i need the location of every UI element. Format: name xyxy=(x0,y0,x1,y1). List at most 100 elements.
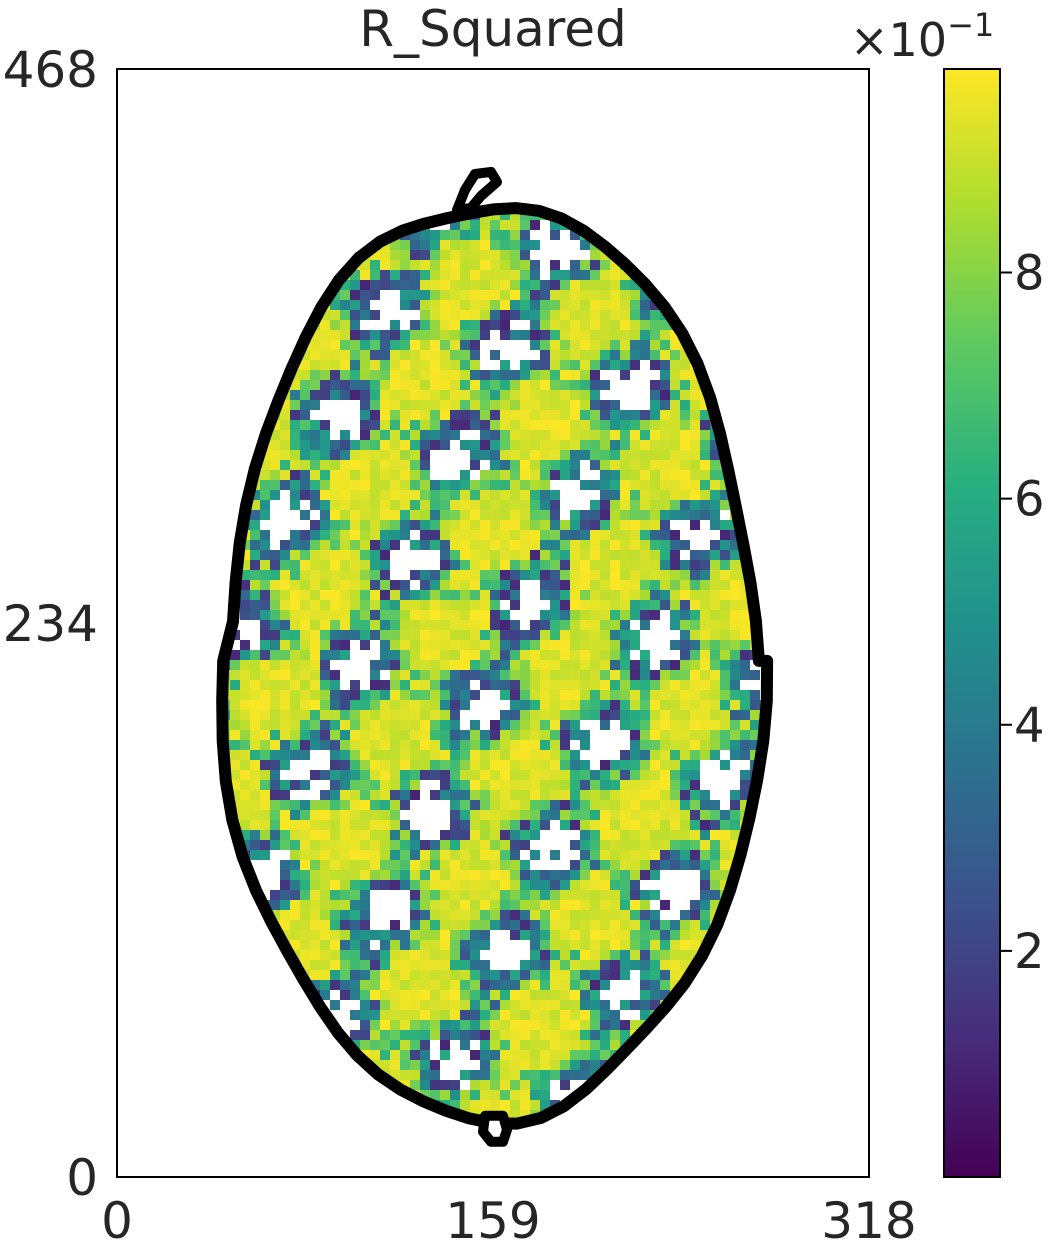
heatmap-cell xyxy=(720,870,730,880)
heatmap-cell xyxy=(500,1000,510,1010)
heatmap-cell xyxy=(490,800,500,810)
heatmap-cell xyxy=(630,430,640,440)
heatmap-cell xyxy=(490,730,500,740)
heatmap-cell xyxy=(470,450,480,460)
heatmap-cell xyxy=(520,830,530,840)
heatmap-cell xyxy=(630,730,640,740)
heatmap-cell xyxy=(260,840,270,850)
heatmap-cell xyxy=(350,940,360,950)
heatmap-cell xyxy=(610,340,620,350)
heatmap-cell xyxy=(590,250,600,260)
heatmap-cell xyxy=(440,1090,450,1100)
heatmap-cell xyxy=(590,980,600,990)
heatmap-cell xyxy=(600,260,610,270)
heatmap-cell xyxy=(300,890,310,900)
heatmap-cell xyxy=(690,770,700,780)
heatmap-cell xyxy=(430,1010,440,1020)
heatmap-cell xyxy=(350,610,360,620)
heatmap-cell xyxy=(590,600,600,610)
heatmap-cell xyxy=(490,590,500,600)
heatmap-cell xyxy=(360,960,370,970)
heatmap-cell xyxy=(710,740,720,750)
heatmap-cell xyxy=(560,720,570,730)
heatmap-cell xyxy=(320,700,330,710)
heatmap-cell xyxy=(350,350,360,360)
heatmap-cell xyxy=(440,570,450,580)
heatmap-cell xyxy=(430,840,440,850)
heatmap-cell xyxy=(450,1090,460,1100)
heatmap-cell xyxy=(650,890,660,900)
heatmap-cell xyxy=(610,350,620,360)
heatmap-cell xyxy=(310,980,320,990)
heatmap-cell xyxy=(330,340,340,350)
x-tick-label: 318 xyxy=(821,1192,916,1250)
heatmap-cell xyxy=(620,890,630,900)
heatmap-cell xyxy=(350,460,360,470)
heatmap-cell xyxy=(470,410,480,420)
heatmap-cell xyxy=(420,400,430,410)
heatmap-cell xyxy=(350,740,360,750)
heatmap-cell xyxy=(350,530,360,540)
heatmap-cell xyxy=(620,440,630,450)
heatmap-cell xyxy=(640,310,650,320)
heatmap-cell xyxy=(380,870,390,880)
heatmap-cell xyxy=(690,830,700,840)
heatmap-cell xyxy=(570,280,580,290)
heatmap-cell xyxy=(560,1030,570,1040)
heatmap-cell xyxy=(380,1060,390,1070)
heatmap-cell xyxy=(490,490,500,500)
heatmap-cell xyxy=(490,1000,500,1010)
heatmap-cell xyxy=(620,760,630,770)
heatmap-cell xyxy=(430,1060,440,1070)
heatmap-cell xyxy=(710,680,720,690)
heatmap-cell xyxy=(570,990,580,1000)
heatmap-cell xyxy=(590,830,600,840)
heatmap-cell xyxy=(360,530,370,540)
heatmap-cell xyxy=(610,510,620,520)
heatmap-cell xyxy=(700,680,710,690)
heatmap-cell xyxy=(530,790,540,800)
heatmap-cell xyxy=(280,730,290,740)
heatmap-cell xyxy=(390,1070,400,1080)
heatmap-cell xyxy=(500,760,510,770)
heatmap-cell xyxy=(520,670,530,680)
heatmap-cell xyxy=(500,740,510,750)
heatmap-cell xyxy=(650,1000,660,1010)
heatmap-cell xyxy=(580,420,590,430)
heatmap-cell xyxy=(650,340,660,350)
heatmap-cell xyxy=(300,510,310,520)
heatmap-cell xyxy=(540,1060,550,1070)
heatmap-cell xyxy=(490,680,500,690)
heatmap-cell xyxy=(270,440,280,450)
heatmap-cell xyxy=(460,920,470,930)
heatmap-cell xyxy=(470,300,480,310)
heatmap-cell xyxy=(510,660,520,670)
heatmap-cell xyxy=(420,610,430,620)
heatmap-cell xyxy=(390,440,400,450)
heatmap-cell xyxy=(490,500,500,510)
heatmap-cell xyxy=(340,850,350,860)
heatmap-cell xyxy=(670,570,680,580)
heatmap-cell xyxy=(470,380,480,390)
heatmap-cell xyxy=(540,1020,550,1030)
heatmap-cell xyxy=(570,920,580,930)
heatmap-cell xyxy=(420,1000,430,1010)
heatmap-cell xyxy=(640,600,650,610)
heatmap-cell xyxy=(590,810,600,820)
heatmap-cell xyxy=(310,930,320,940)
heatmap-cell xyxy=(460,490,470,500)
heatmap-cell xyxy=(370,740,380,750)
heatmap-cell xyxy=(510,740,520,750)
heatmap-cell xyxy=(330,320,340,330)
heatmap-cell xyxy=(460,1030,470,1040)
heatmap-cell xyxy=(690,430,700,440)
heatmap-cell xyxy=(650,750,660,760)
heatmap-cell xyxy=(640,770,650,780)
heatmap-cell xyxy=(570,860,580,870)
heatmap-cell xyxy=(540,330,550,340)
heatmap-cell xyxy=(310,490,320,500)
heatmap-cell xyxy=(580,830,590,840)
heatmap-cell xyxy=(380,570,390,580)
heatmap-cell xyxy=(410,230,420,240)
heatmap-cell xyxy=(290,530,300,540)
